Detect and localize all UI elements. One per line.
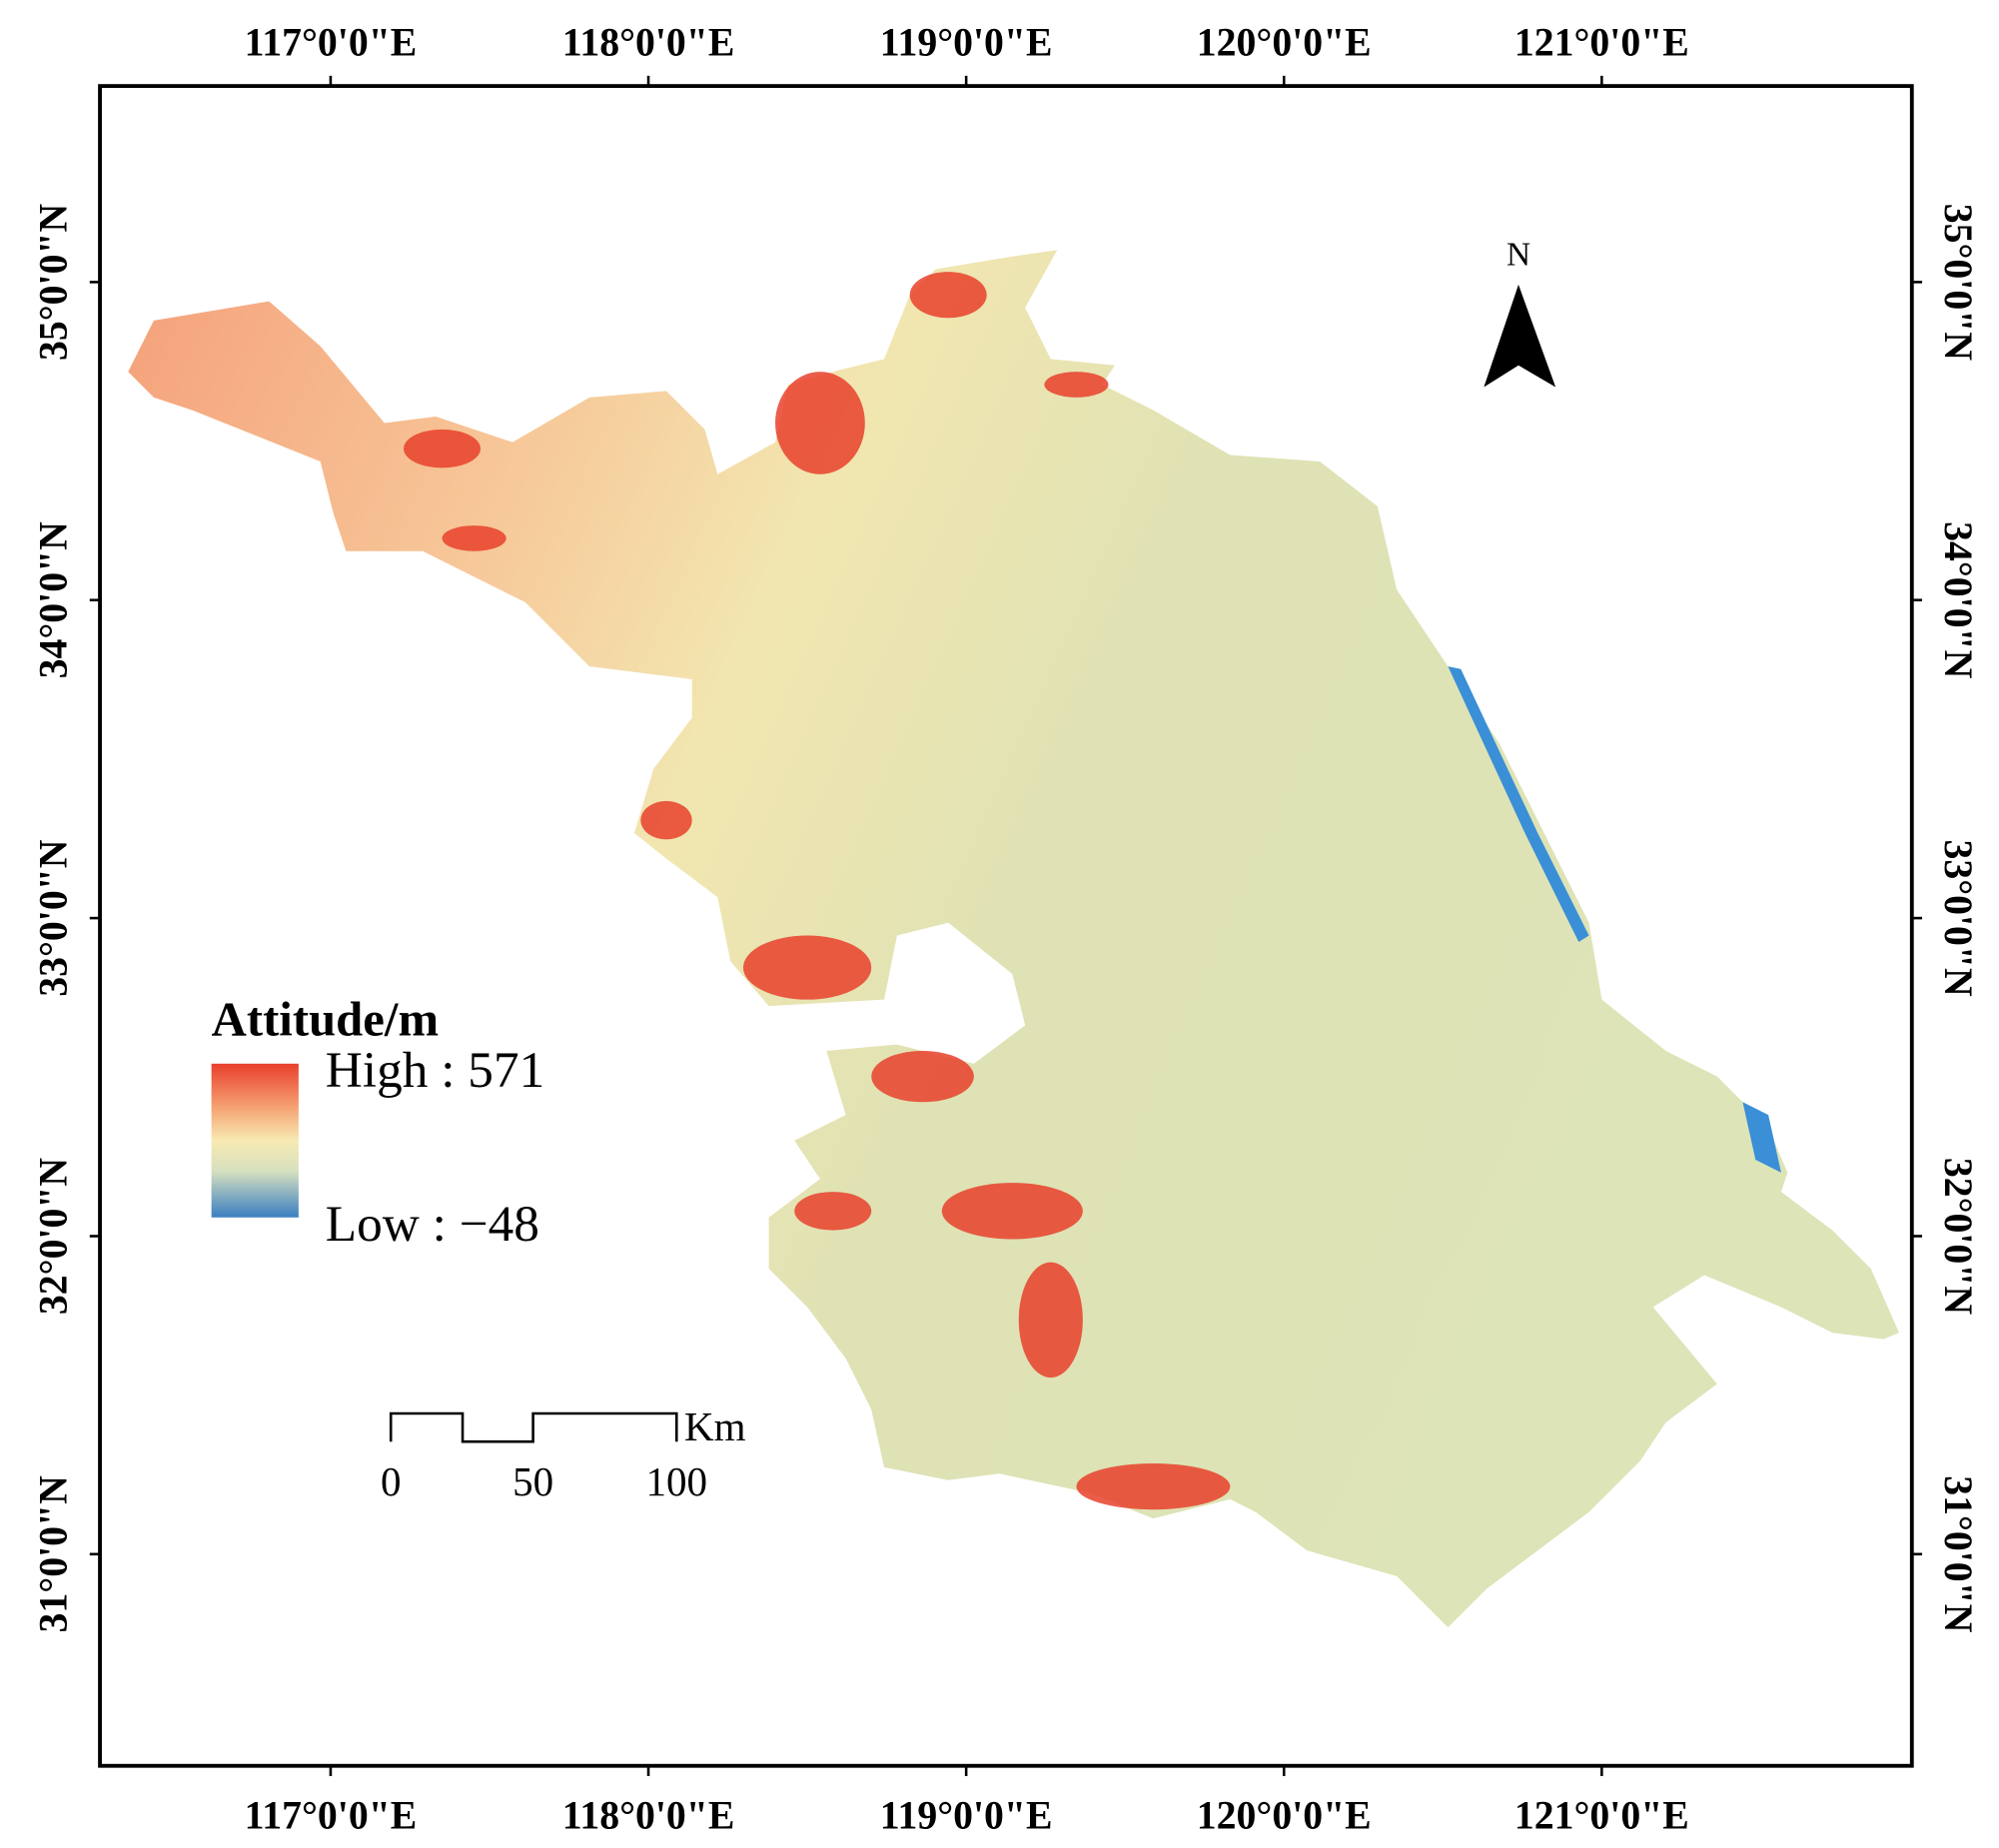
scale-label: 100 bbox=[645, 1458, 707, 1504]
north-label: N bbox=[1506, 237, 1530, 274]
lat-label-left: 32°0'0"N bbox=[32, 1158, 76, 1316]
lat-label-right: 32°0'0"N bbox=[1936, 1158, 1980, 1316]
lat-label-left: 31°0'0"N bbox=[32, 1475, 76, 1633]
lon-label-bottom: 117°0'0"E bbox=[245, 1794, 418, 1838]
legend: Attitude/m High : 571 Low : −48 bbox=[211, 993, 544, 1253]
scale-bar: 0 50 100 Km bbox=[381, 1403, 746, 1504]
lat-label-right: 35°0'0"N bbox=[1936, 204, 1980, 362]
scale-bar-line bbox=[389, 1411, 678, 1443]
lon-label-bottom: 118°0'0"E bbox=[562, 1794, 735, 1838]
lat-label-right: 34°0'0"N bbox=[1936, 521, 1980, 679]
graticule-ticks: 117°0'0"E 117°0'0"E 118°0'0"E 118°0'0"E 119°… bbox=[32, 20, 1980, 1837]
province-shape bbox=[128, 250, 1899, 1628]
map-frame bbox=[98, 84, 1914, 1768]
scale-label: 0 bbox=[381, 1458, 402, 1504]
lat-label-right: 31°0'0"N bbox=[1936, 1475, 1980, 1633]
highland-areas bbox=[404, 272, 1231, 1510]
lat-label-left: 33°0'0"N bbox=[32, 839, 76, 997]
lon-label-top: 121°0'0"E bbox=[1514, 20, 1689, 64]
lat-label-left: 34°0'0"N bbox=[32, 521, 76, 679]
lon-label-bottom: 120°0'0"E bbox=[1197, 1794, 1372, 1838]
north-arrow: N bbox=[1484, 237, 1556, 388]
lon-label-bottom: 119°0'0"E bbox=[880, 1794, 1053, 1838]
lat-label-left: 35°0'0"N bbox=[32, 203, 76, 361]
lat-label-right: 33°0'0"N bbox=[1936, 839, 1980, 997]
legend-colorbar bbox=[211, 1063, 299, 1218]
lon-label-top: 118°0'0"E bbox=[562, 20, 735, 64]
coastal-water bbox=[1448, 666, 1781, 1173]
scale-label: 50 bbox=[512, 1458, 553, 1504]
lon-label-top: 117°0'0"E bbox=[245, 20, 418, 64]
legend-high: High : 571 bbox=[326, 1042, 544, 1099]
lon-label-top: 120°0'0"E bbox=[1197, 20, 1372, 64]
legend-title: Attitude/m bbox=[212, 993, 439, 1047]
lon-label-top: 119°0'0"E bbox=[880, 20, 1053, 64]
legend-low: Low : −48 bbox=[326, 1196, 539, 1253]
lon-label-bottom: 121°0'0"E bbox=[1514, 1794, 1689, 1838]
scale-unit: Km bbox=[684, 1403, 746, 1449]
